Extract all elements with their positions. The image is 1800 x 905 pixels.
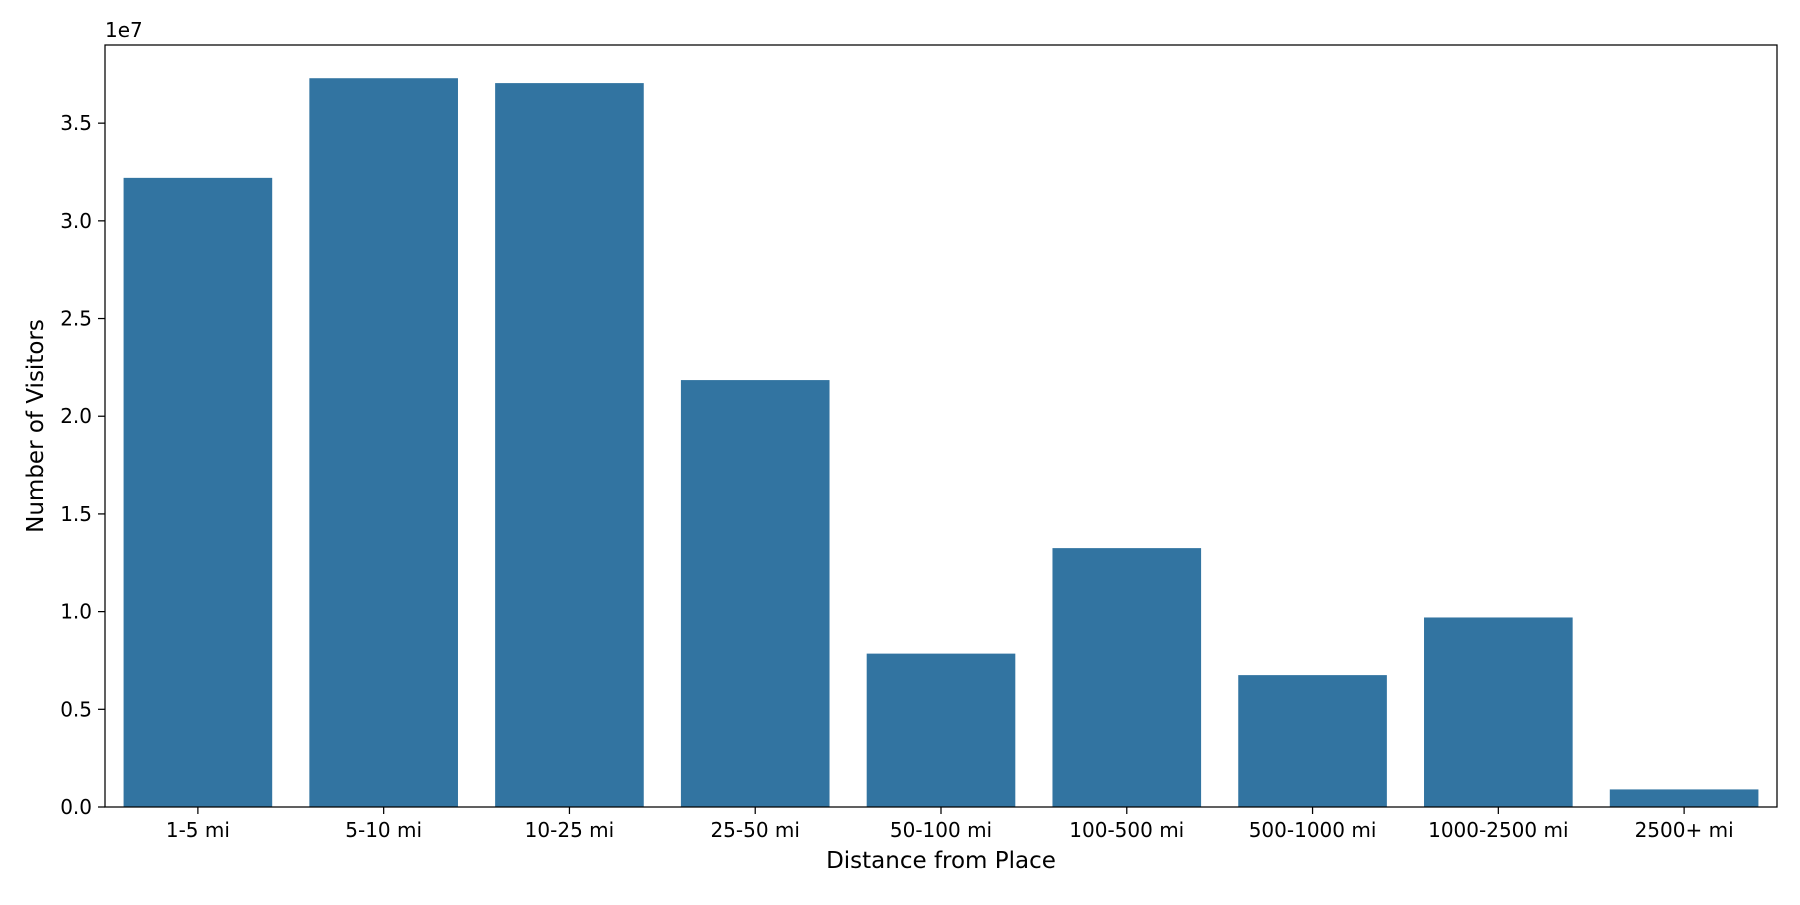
x-tick-label: 25-50 mi — [710, 818, 800, 842]
x-tick-label: 5-10 mi — [345, 818, 422, 842]
y-tick-label: 1.0 — [60, 600, 92, 624]
bar — [123, 177, 273, 807]
y-tick-label: 2.5 — [60, 307, 92, 331]
x-tick-label: 500-1000 mi — [1249, 818, 1377, 842]
bar — [680, 380, 830, 807]
bar — [495, 83, 644, 808]
x-axis-label: Distance from Place — [826, 848, 1056, 874]
bar — [1609, 789, 1759, 807]
bar — [1238, 675, 1387, 807]
y-axis: 0.0 0.5 1.0 1.5 2.0 2.5 3.0 3.5 — [60, 111, 105, 819]
y-tick-label: 2.0 — [60, 404, 92, 428]
bars-layer — [123, 78, 1759, 808]
x-tick-label: 50-100 mi — [890, 818, 992, 842]
y-tick-label: 1.5 — [60, 502, 92, 526]
y-axis-label: Number of Visitors — [23, 319, 49, 533]
x-axis: 1-5 mi 5-10 mi 10-25 mi 25-50 mi 50-100 mi 10… — [166, 807, 1734, 842]
plot-frame — [104, 44, 1778, 808]
x-tick-label: 2500+ mi — [1635, 818, 1734, 842]
bar — [866, 653, 1016, 807]
x-tick-label: 1-5 mi — [166, 818, 230, 842]
bar — [1052, 548, 1202, 807]
bar — [309, 78, 458, 807]
x-tick-label: 10-25 mi — [525, 818, 615, 842]
y-tick-label: 3.5 — [60, 111, 92, 135]
x-tick-label: 100-500 mi — [1069, 818, 1184, 842]
bar — [1424, 617, 1573, 807]
y-offset-label: 1e7 — [105, 18, 143, 42]
y-tick-label: 0.5 — [60, 697, 92, 721]
y-tick-label: 0.0 — [60, 795, 92, 819]
x-tick-label: 1000-2500 mi — [1428, 818, 1568, 842]
y-tick-label: 3.0 — [60, 209, 92, 233]
